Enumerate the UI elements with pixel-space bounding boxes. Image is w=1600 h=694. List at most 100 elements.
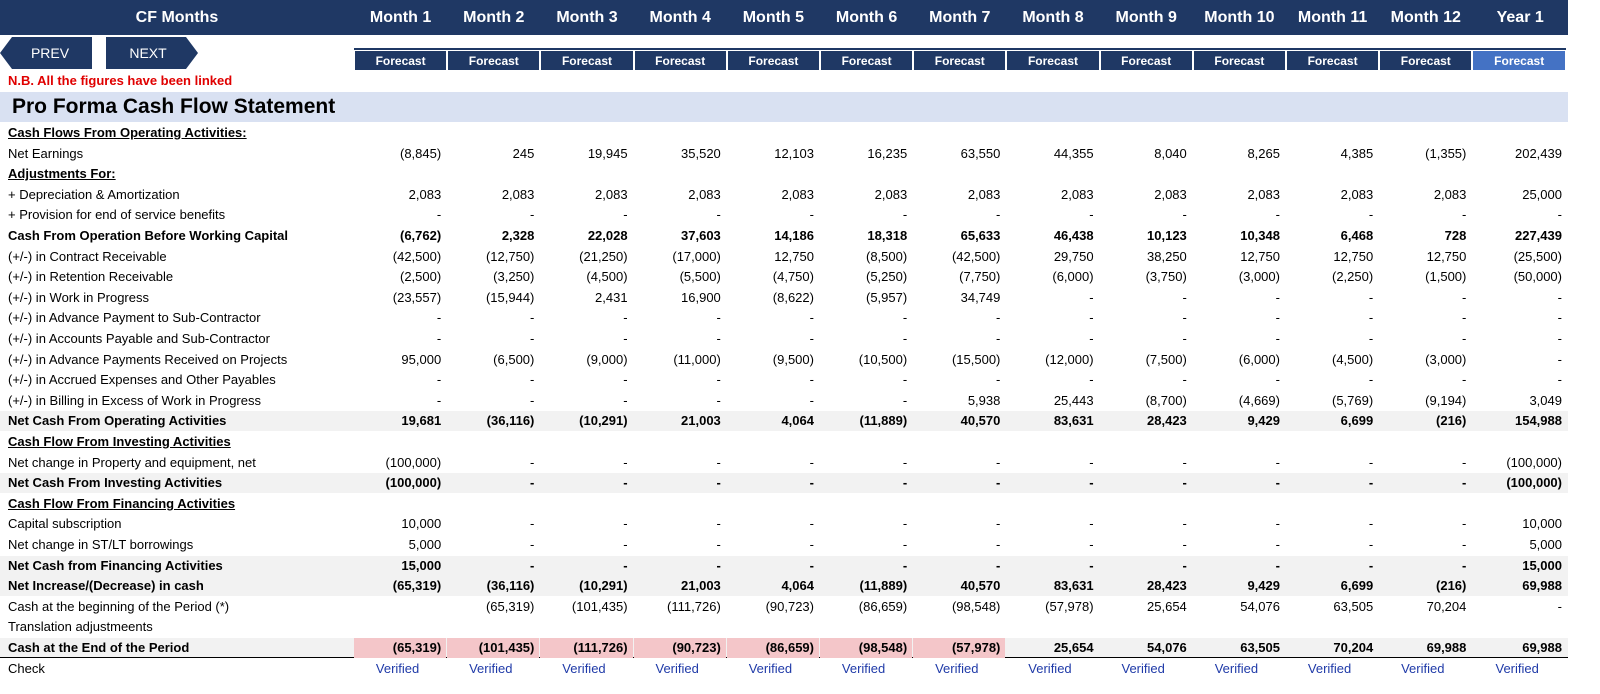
value-cell: (86,659) [858,598,908,614]
value-cell: - [1089,372,1094,388]
value-cell: 25,000 [1522,186,1562,202]
value-cell: - [1368,207,1374,223]
value-cell: - [1089,537,1094,552]
value-cell: 14,186 [774,228,814,243]
value-cell: (12,750) [485,248,535,264]
value-cell: - [1182,537,1187,552]
value-cell: 12,750 [1426,248,1467,264]
value-cell: 10,123 [1147,228,1187,243]
value-cell: - [1462,537,1467,552]
value-cell: 9,429 [1247,413,1280,429]
value-cell: - [1368,454,1374,470]
row-label: Net Cash from Financing Activities [8,557,223,573]
value-cell: - [623,372,628,388]
forecast-label: Forecast [541,51,633,70]
value-cell: - [716,310,721,326]
value-cell: - [1368,516,1374,532]
value-cell: - [436,372,442,388]
value-cell: 65,633 [960,228,1001,243]
table-row: (+/-) in Retention Receivable (2,500) (3,2… [0,267,1568,287]
value-cell: 25,654 [1053,640,1094,655]
check-status-link[interactable]: Verified [935,660,979,676]
value-cell: (57,978) [1045,598,1094,614]
forecast-label: Forecast [1193,51,1285,70]
value-cell: (42,500) [951,248,1001,264]
value-cell: (5,769) [1331,392,1374,408]
value-cell: 2,083 [874,186,908,202]
value-cell: 16,235 [867,145,908,161]
check-status-link[interactable]: Verified [655,660,699,676]
table-row: Translation adjustmeents [0,617,1568,637]
next-button[interactable]: NEXT [106,37,198,69]
value-cell: 70,204 [1333,640,1374,655]
row-label: Net Cash From Investing Activities [8,475,223,491]
value-cell: 2,083 [1061,186,1094,202]
value-cell: (9,000) [586,351,628,367]
value-cell: - [1462,372,1467,388]
table-row: (+/-) in Accrued Expenses and Other Paya… [0,370,1568,390]
check-status-link[interactable]: Verified [748,660,793,676]
value-cell: 40,570 [960,413,1001,429]
forecast-label: Forecast [1473,51,1565,70]
value-cell: 3,049 [1529,392,1562,408]
check-status-link[interactable]: Verified [1401,660,1445,676]
forecast-divider [354,48,1566,50]
value-cell: (3,750) [1145,269,1187,285]
value-cell: (65,319) [354,638,447,658]
value-cell: - [1275,557,1280,573]
value-cell: 46,438 [1053,228,1094,243]
row-label: (+/-) in Advance Payments Received on Pr… [8,351,288,367]
value-cell: 2,083 [1247,186,1280,202]
value-cell: - [623,537,628,552]
check-status-link[interactable]: Verified [1214,660,1259,676]
value-cell: (57,978) [913,638,1006,658]
value-cell: - [1557,598,1562,614]
value-cell: (1,500) [1425,269,1467,285]
value-cell: 44,355 [1053,145,1094,161]
value-cell: 2,083 [781,186,814,202]
check-status-link[interactable]: Verified [562,660,606,676]
row-label: Cash Flow From Investing Activities [8,434,231,449]
prev-button[interactable]: PREV [0,37,92,69]
check-status-link[interactable]: Verified [1307,660,1352,676]
row-label: (+/-) in Billing in Excess of Work in Pr… [8,392,261,408]
check-status-link[interactable]: Verified [1028,660,1072,676]
value-cell: 12,750 [1240,248,1280,264]
row-label: + Depreciation & Amortization [8,186,180,202]
value-cell: (36,116) [486,413,535,429]
forecast-label: Forecast [1380,51,1472,70]
value-cell: - [1089,454,1094,470]
check-status-link[interactable]: Verified [375,660,420,676]
value-cell: - [902,454,908,470]
value-cell: 2,328 [501,228,535,243]
value-cell: - [623,331,628,346]
value-cell: - [1557,331,1562,346]
forecast-label: Forecast [1100,51,1192,70]
check-status-link[interactable]: Verified [841,660,886,676]
check-status-link[interactable]: Verified [1495,660,1539,676]
section-heading-row: Cash Flow From Investing Activities [0,432,1568,452]
check-status-link[interactable]: Verified [469,660,513,676]
value-cell: - [809,516,814,532]
row-label: Cash at the End of the Period [8,640,190,655]
value-cell: - [1368,475,1374,491]
value-cell: (8,500) [865,248,908,264]
check-status-link[interactable]: Verified [1121,660,1165,676]
value-cell: - [1089,310,1094,326]
value-cell: (9,500) [772,351,814,367]
value-cell: 18,318 [867,228,908,243]
value-cell: (8,700) [1145,392,1187,408]
value-cell: - [809,454,814,470]
value-cell: (4,500) [586,269,628,285]
value-cell: (100,000) [385,475,442,491]
value-cell: 21,003 [681,413,721,429]
section-heading-row: Cash Flows From Operating Activities: [0,123,1568,143]
value-cell: - [623,207,628,223]
value-cell: 28,423 [1147,413,1187,429]
value-cell: (7,500) [1145,351,1187,367]
value-cell: 154,988 [1514,413,1562,429]
value-cell: - [996,310,1001,326]
value-cell: - [902,557,908,573]
value-cell: - [1275,372,1280,388]
value-cell: 227,439 [1514,228,1562,243]
